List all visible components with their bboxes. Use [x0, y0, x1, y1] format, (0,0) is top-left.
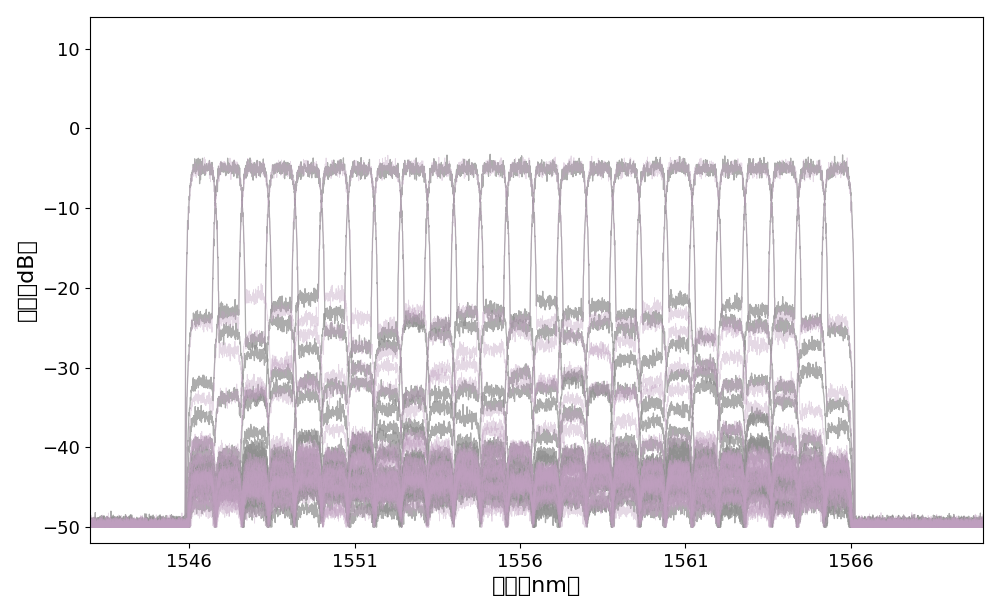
- Y-axis label: 功率（dB）: 功率（dB）: [17, 238, 37, 321]
- X-axis label: 波长（nm）: 波长（nm）: [492, 576, 581, 596]
